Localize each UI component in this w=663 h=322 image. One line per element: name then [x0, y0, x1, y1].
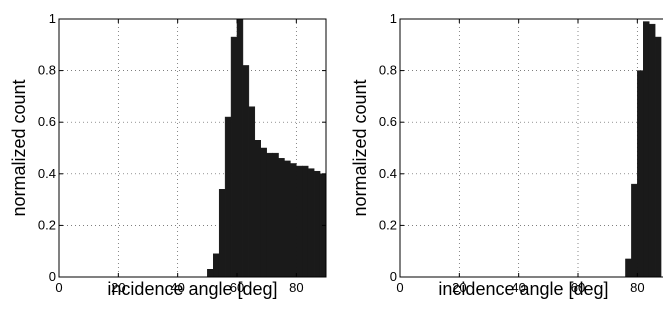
- histogram-bar: [625, 258, 632, 278]
- histogram-bar: [284, 160, 291, 278]
- histogram-bar: [272, 152, 279, 278]
- x-axis-label: incidence angle [deg]: [107, 279, 277, 299]
- y-tick-label: 0: [390, 269, 397, 284]
- x-tick-label: 40: [511, 280, 525, 295]
- plot-area: [58, 18, 327, 278]
- histogram-bar: [313, 170, 321, 278]
- histogram-bar: [254, 140, 261, 278]
- histogram-bar: [307, 168, 315, 278]
- y-tick-label: 1: [390, 11, 397, 26]
- histogram-bar: [207, 269, 214, 278]
- histogram-bar: [278, 158, 285, 278]
- histogram-bar: [242, 65, 250, 278]
- histogram-bar: [224, 116, 232, 278]
- histogram-bar: [213, 253, 220, 278]
- x-tick-label: 0: [396, 280, 403, 295]
- histogram-bar: [302, 165, 309, 278]
- y-tick-label: 0.8: [38, 63, 56, 78]
- histogram-bar: [236, 18, 244, 278]
- x-tick-label: 80: [630, 280, 644, 295]
- left-histogram-panel: 0 20 40 60 80 0 0.2 0.4 0.6 0.8 1 incidence angle […: [9, 11, 327, 299]
- y-axis-label: normalized count: [9, 79, 29, 216]
- histogram-bar: [248, 106, 256, 278]
- y-tick-label: 1: [49, 11, 56, 26]
- y-tick-label: 0.4: [38, 166, 56, 181]
- right-histogram-panel: 0 20 40 60 80 0 0.2 0.4 0.6 0.8 1 incidence angle […: [350, 11, 663, 299]
- y-tick-label: 0.6: [38, 114, 56, 129]
- histogram-bar: [260, 147, 267, 278]
- x-tick-label: 20: [111, 280, 125, 295]
- histogram-bar: [637, 70, 644, 278]
- x-axis-label: incidence angle [deg]: [438, 279, 608, 299]
- y-tick-label: 0: [49, 269, 56, 284]
- y-tick-label: 0.4: [379, 166, 397, 181]
- y-axis-label: normalized count: [350, 79, 370, 216]
- histogram-bar: [218, 189, 226, 278]
- plot-background: [400, 19, 663, 277]
- histogram-bar: [631, 183, 638, 278]
- histogram-bar: [266, 152, 273, 278]
- x-tick-label: 0: [55, 280, 62, 295]
- histogram-bar: [643, 21, 650, 278]
- histogram-bar: [290, 163, 297, 278]
- y-tick-label: 0.8: [379, 63, 397, 78]
- histogram-bar: [654, 36, 662, 278]
- histogram-bar: [648, 23, 656, 278]
- x-tick-label: 80: [289, 280, 303, 295]
- plot-area: [399, 18, 663, 278]
- histogram-bar: [230, 36, 238, 278]
- histogram-bar: [296, 165, 303, 278]
- x-tick-label: 60: [571, 280, 585, 295]
- axes-frame: [399, 18, 663, 278]
- y-tick-label: 0.6: [379, 114, 397, 129]
- axes-frame: [58, 18, 327, 278]
- x-tick-label: 60: [230, 280, 244, 295]
- x-tick-label: 40: [170, 280, 184, 295]
- x-tick-label: 20: [452, 280, 466, 295]
- y-tick-label: 0.2: [38, 217, 56, 232]
- y-tick-label: 0.2: [379, 217, 397, 232]
